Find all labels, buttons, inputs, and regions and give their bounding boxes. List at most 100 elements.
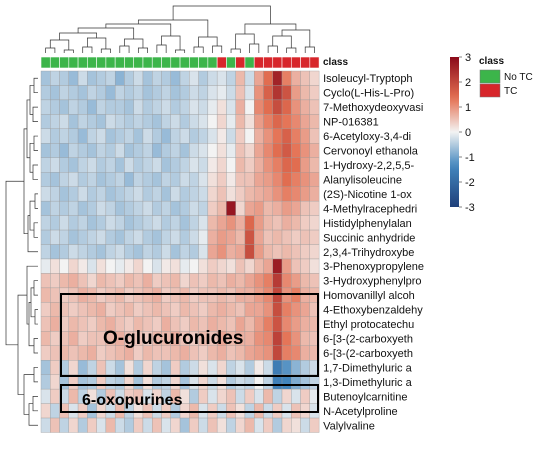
heatmap-cell	[216, 287, 227, 303]
row-label: 4-Methylracephedri	[323, 203, 417, 215]
heatmap-cell	[77, 273, 88, 289]
heatmap-cell	[300, 417, 311, 433]
heatmap-cell	[198, 229, 209, 245]
heatmap-cell	[68, 403, 79, 419]
heatmap-cell	[189, 215, 199, 231]
column-dendrogram-branch	[137, 47, 148, 53]
heatmap-cell	[87, 258, 97, 274]
heatmap-cell	[189, 302, 199, 317]
heatmap-cell	[281, 215, 292, 231]
heatmap-cell	[226, 273, 236, 289]
color-scale: 3 2 1 0 -1 -2 -3	[450, 52, 475, 214]
row-label: Butenoylcarnitine	[323, 391, 407, 403]
heatmap-cell	[96, 70, 107, 86]
heatmap-cell	[152, 186, 162, 202]
heatmap-cell	[114, 273, 125, 289]
row-label: Succinic anhydride	[323, 232, 415, 244]
heatmap-cell	[263, 172, 273, 187]
heatmap-cell	[170, 360, 181, 375]
heatmap-cell	[216, 128, 227, 144]
heatmap-cell	[105, 157, 116, 173]
heatmap-cell	[114, 360, 125, 375]
heatmap-cell	[281, 287, 292, 303]
heatmap-cell	[133, 99, 144, 115]
heatmap-cell	[170, 172, 181, 187]
annotation-cell	[170, 56, 181, 69]
heatmap-cell	[40, 128, 51, 144]
heatmap-cell	[235, 403, 246, 419]
heatmap-cell	[291, 360, 301, 375]
heatmap-cell	[152, 85, 162, 101]
heatmap-cell	[40, 388, 51, 404]
heatmap-cell	[124, 172, 134, 187]
heatmap-cell	[87, 345, 97, 361]
heatmap-cell	[281, 360, 292, 375]
heatmap-cell	[87, 200, 97, 216]
heatmap-cell	[226, 417, 236, 433]
row-dendrogram-branch	[34, 309, 38, 325]
heatmap-cell	[189, 114, 199, 130]
heatmap-cell	[189, 200, 199, 216]
heatmap-cell	[226, 403, 236, 419]
heatmap-cell	[263, 360, 273, 375]
heatmap-cell	[68, 172, 79, 187]
heatmap-cell	[263, 287, 273, 303]
legend-title: class	[479, 56, 504, 67]
row-dendrogram-branch	[29, 142, 34, 173]
heatmap-cell	[40, 287, 51, 303]
heatmap-cell	[133, 273, 144, 289]
heatmap-cell	[105, 273, 116, 289]
annotation-cell	[49, 56, 60, 69]
heatmap-cell	[235, 186, 246, 202]
heatmap-cell	[189, 229, 199, 245]
heatmap-cell	[291, 316, 301, 332]
heatmap-cell	[309, 215, 320, 231]
legend-label: TC	[504, 86, 517, 97]
heatmap-cell	[96, 143, 107, 158]
heatmap-cell	[216, 273, 227, 289]
heatmap-cell	[300, 172, 311, 187]
callouts: O-glucuronides 6-oxopurines	[60, 293, 319, 413]
heatmap-cell	[291, 215, 301, 231]
heatmap-cell	[226, 360, 236, 375]
callout-label: O-glucuronides	[103, 328, 243, 349]
column-dendrogram-branch	[124, 38, 144, 48]
heatmap-cell	[152, 200, 162, 216]
heatmap-cell	[300, 273, 311, 289]
heatmap-cell	[40, 143, 51, 158]
heatmap-cell	[114, 302, 125, 317]
heatmap-cell	[87, 114, 97, 130]
heatmap-cell	[281, 331, 292, 346]
heatmap-cell	[77, 417, 88, 433]
heatmap-cell	[207, 143, 218, 158]
heatmap-cell	[152, 128, 162, 144]
heatmap-cell	[40, 85, 51, 101]
row-label: Ethyl protocatechu	[323, 319, 414, 331]
heatmap-cell	[68, 360, 79, 375]
row-label: NP-016381	[323, 117, 379, 129]
annotation-cell	[142, 56, 153, 69]
heatmap-cell	[244, 287, 255, 303]
heatmap-cell	[309, 85, 320, 101]
heatmap-cell	[207, 186, 218, 202]
heatmap-cell	[179, 85, 190, 101]
heatmap-cell	[40, 345, 51, 361]
heatmap-cell	[244, 302, 255, 317]
heatmap-cell	[263, 388, 273, 404]
callout-label: 6-oxopurines	[82, 392, 183, 409]
heatmap-cell	[152, 114, 162, 130]
heatmap-cell	[77, 186, 88, 202]
heatmap-cell	[77, 70, 88, 86]
heatmap-cell	[87, 143, 97, 158]
heatmap-cell	[272, 157, 283, 173]
heatmap-cell	[244, 403, 255, 419]
heatmap-cell	[87, 331, 97, 346]
heatmap-cell	[96, 99, 107, 115]
heatmap-cell	[105, 229, 116, 245]
heatmap-cell	[226, 143, 236, 158]
heatmap-cell	[50, 374, 60, 390]
heatmap-cell	[96, 258, 107, 274]
heatmap-cell	[235, 143, 246, 158]
heatmap-cell	[124, 200, 134, 216]
heatmap-cell	[170, 229, 181, 245]
